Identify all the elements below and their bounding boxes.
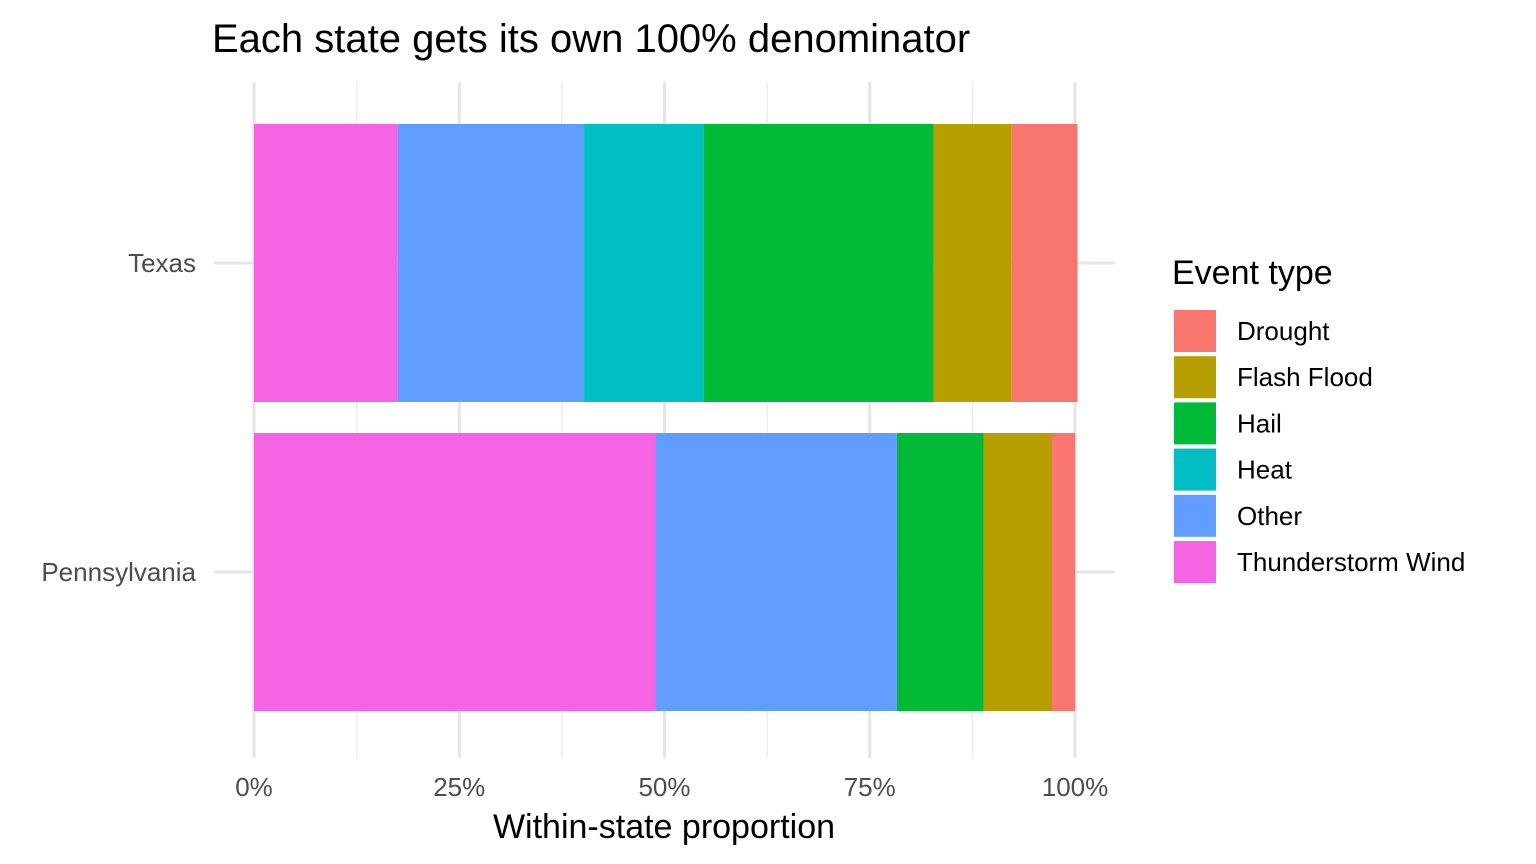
legend-key bbox=[1174, 402, 1216, 445]
x-tick-label: 75% bbox=[844, 772, 896, 802]
bar-texas-heat bbox=[584, 124, 704, 402]
bar-pennsylvania-drought bbox=[1052, 433, 1075, 711]
bar-pennsylvania-flash-flood bbox=[983, 433, 1053, 711]
bar-texas-thunderstorm-wind bbox=[254, 124, 398, 402]
legend-label: Hail bbox=[1237, 408, 1282, 438]
bar-texas-hail bbox=[703, 124, 934, 402]
legend-key bbox=[1174, 356, 1216, 399]
x-tick-label: 25% bbox=[433, 772, 485, 802]
legend-key bbox=[1174, 448, 1216, 491]
legend-label: Thunderstorm Wind bbox=[1237, 547, 1465, 577]
legend-title: Event type bbox=[1172, 254, 1333, 292]
x-tick-labels: 0% 25% 50% 75% 100% bbox=[235, 772, 1108, 802]
legend-key bbox=[1174, 541, 1216, 583]
x-axis-title: Within-state proportion bbox=[493, 808, 835, 846]
legend-label: Other bbox=[1237, 501, 1302, 531]
x-tick-label: 0% bbox=[235, 772, 273, 802]
chart-title: Each state gets its own 100% denominator bbox=[212, 17, 970, 61]
x-tick-label: 100% bbox=[1042, 772, 1109, 802]
bar-pennsylvania-thunderstorm-wind bbox=[254, 433, 656, 711]
legend-label: Heat bbox=[1237, 455, 1293, 485]
legend-key bbox=[1174, 494, 1216, 537]
y-tick-labels: Texas Pennsylvania bbox=[41, 248, 196, 587]
y-tick-label: Texas bbox=[128, 248, 196, 278]
legend: Event type Drought Flash Flood Hail Heat Oth… bbox=[1172, 254, 1465, 583]
bar-texas-drought bbox=[1011, 124, 1078, 402]
legend-label: Flash Flood bbox=[1237, 362, 1373, 392]
bar-texas-flash-flood bbox=[933, 124, 1012, 402]
y-tick-label: Pennsylvania bbox=[41, 557, 196, 587]
bar-pennsylvania-hail bbox=[896, 433, 984, 711]
bar-texas-other bbox=[397, 124, 585, 402]
legend-label: Drought bbox=[1237, 316, 1330, 346]
bar-pennsylvania-other bbox=[655, 433, 897, 711]
bars-layer bbox=[254, 124, 1078, 711]
x-tick-label: 50% bbox=[638, 772, 690, 802]
legend-key bbox=[1174, 310, 1216, 352]
